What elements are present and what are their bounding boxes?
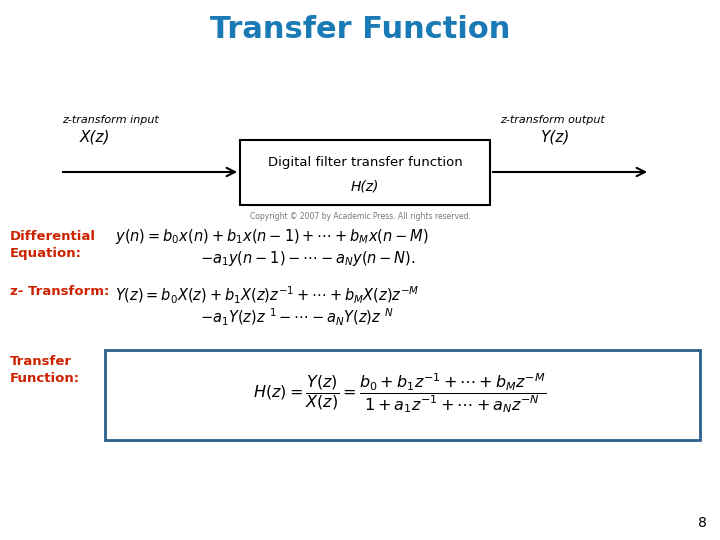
Text: X(z): X(z) [80,130,110,145]
Text: $Y(z) = b_0X(z) + b_1X(z)z^{-1} + \cdots + b_MX(z)z^{-M}$: $Y(z) = b_0X(z) + b_1X(z)z^{-1} + \cdots… [115,285,419,306]
Text: H(z): H(z) [351,180,379,194]
Text: 8: 8 [698,516,707,530]
Text: z-transform input: z-transform input [62,115,158,125]
Text: Y(z): Y(z) [540,130,570,145]
Bar [240,140,490,205]
Text: $- a_1y(n-1) - \cdots - a_Ny(n-N).$: $- a_1y(n-1) - \cdots - a_Ny(n-N).$ [200,249,415,268]
Text: z- Transform:: z- Transform: [10,285,109,298]
Text: Copyright © 2007 by Academic Press. All rights reserved.: Copyright © 2007 by Academic Press. All … [250,212,470,221]
Text: Transfer
Function:: Transfer Function: [10,355,80,385]
Text: Transfer Function: Transfer Function [210,15,510,44]
Text: $y(n) = b_0x(n) + b_1x(n-1) + \cdots + b_Mx(n-M)$: $y(n) = b_0x(n) + b_1x(n-1) + \cdots + b… [115,227,428,246]
Text: $- a_1 Y(z)z^{\;\,1} - \cdots - a_N Y(z)z^{\;\,N}$: $- a_1 Y(z)z^{\;\,1} - \cdots - a_N Y(z)… [200,307,394,328]
Text: Differential
Equation:: Differential Equation: [10,230,96,260]
Text: $H(z) = \dfrac{Y(z)}{X(z)} = \dfrac{b_0 + b_1z^{-1} + \cdots + b_Mz^{-M}}{1 + a_: $H(z) = \dfrac{Y(z)}{X(z)} = \dfrac{b_0 … [253,371,546,415]
Text: Digital filter transfer function: Digital filter transfer function [268,156,462,169]
Bar [105,350,700,440]
Text: z-transform output: z-transform output [500,115,605,125]
